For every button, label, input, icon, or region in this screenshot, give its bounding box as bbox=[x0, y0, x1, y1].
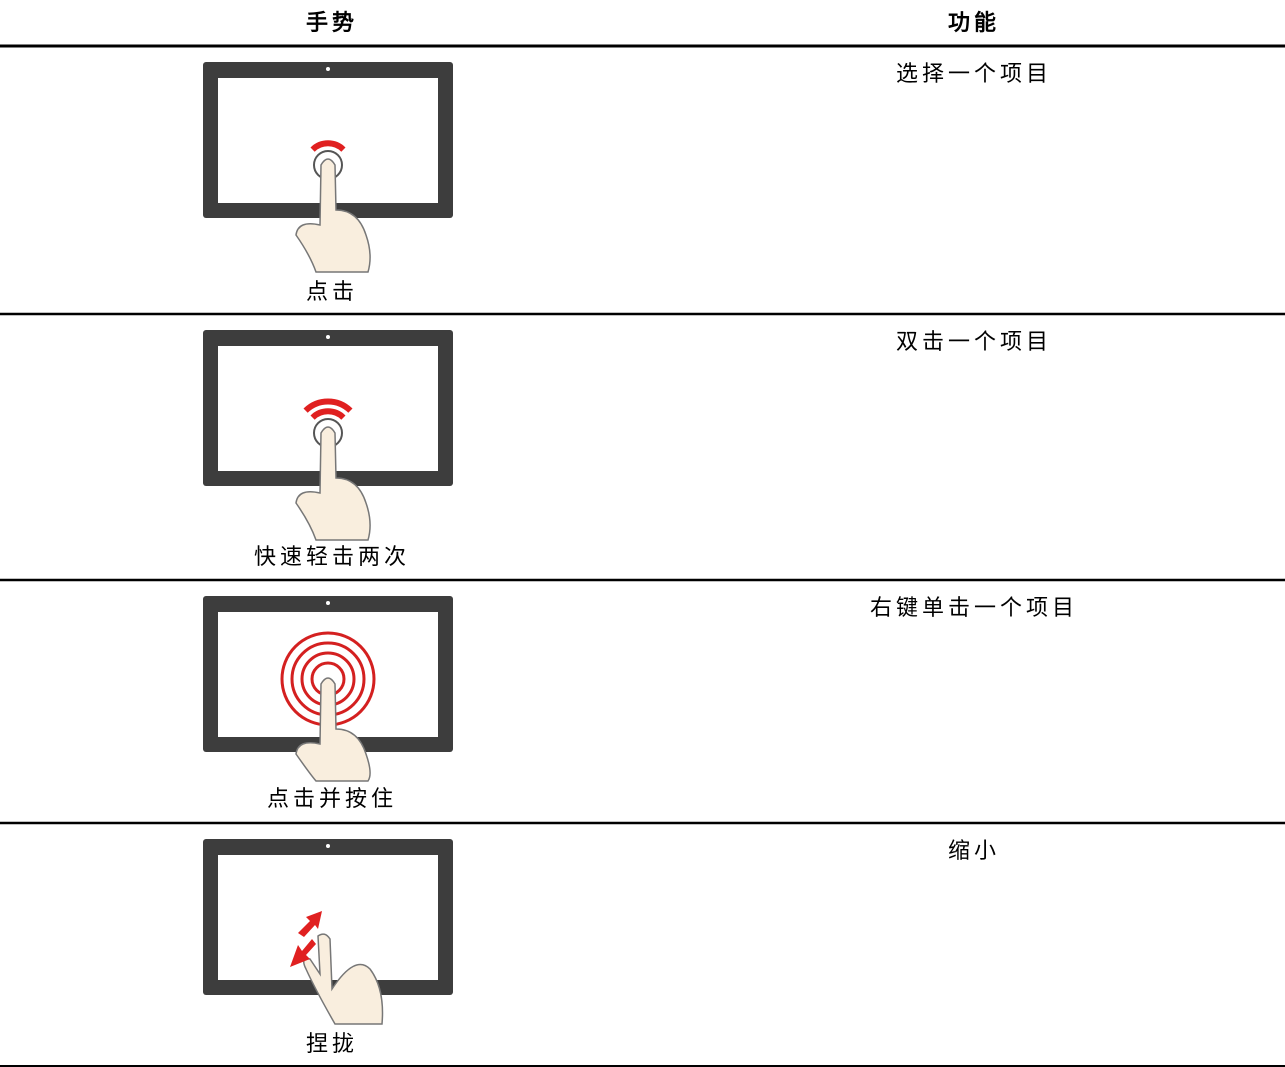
camera bbox=[326, 67, 330, 71]
gesture-label: 快速轻击两次 bbox=[254, 545, 410, 570]
header-gesture: 手势 bbox=[306, 10, 358, 36]
hand bbox=[295, 677, 371, 782]
camera bbox=[326, 844, 330, 848]
arrow bbox=[290, 939, 316, 967]
gesture-label: 点击并按住 bbox=[267, 787, 397, 812]
row: 捏拢 缩小 bbox=[0, 821, 1285, 1057]
tap-wave bbox=[310, 408, 346, 420]
hand bbox=[295, 426, 371, 541]
function-text: 选择一个项目 bbox=[896, 62, 1052, 87]
gesture-label: 捏拢 bbox=[306, 1032, 358, 1057]
row: 快速轻击两次 双击一个项目 bbox=[0, 312, 1285, 570]
camera bbox=[326, 335, 330, 339]
hand bbox=[303, 933, 384, 1025]
header-function: 功能 bbox=[948, 10, 1000, 36]
gesture-label: 点击 bbox=[306, 280, 358, 305]
function-text: 双击一个项目 bbox=[896, 330, 1052, 355]
arrow bbox=[298, 911, 322, 937]
function-text: 右键单击一个项目 bbox=[870, 596, 1078, 621]
row: 点击 选择一个项目 bbox=[203, 62, 1052, 305]
row: 点击并按住 右键单击一个项目 bbox=[0, 578, 1285, 812]
camera bbox=[326, 601, 330, 605]
tap-wave bbox=[303, 398, 353, 413]
hand bbox=[295, 158, 371, 273]
tap-wave bbox=[310, 140, 346, 152]
function-text: 缩小 bbox=[948, 839, 1000, 864]
